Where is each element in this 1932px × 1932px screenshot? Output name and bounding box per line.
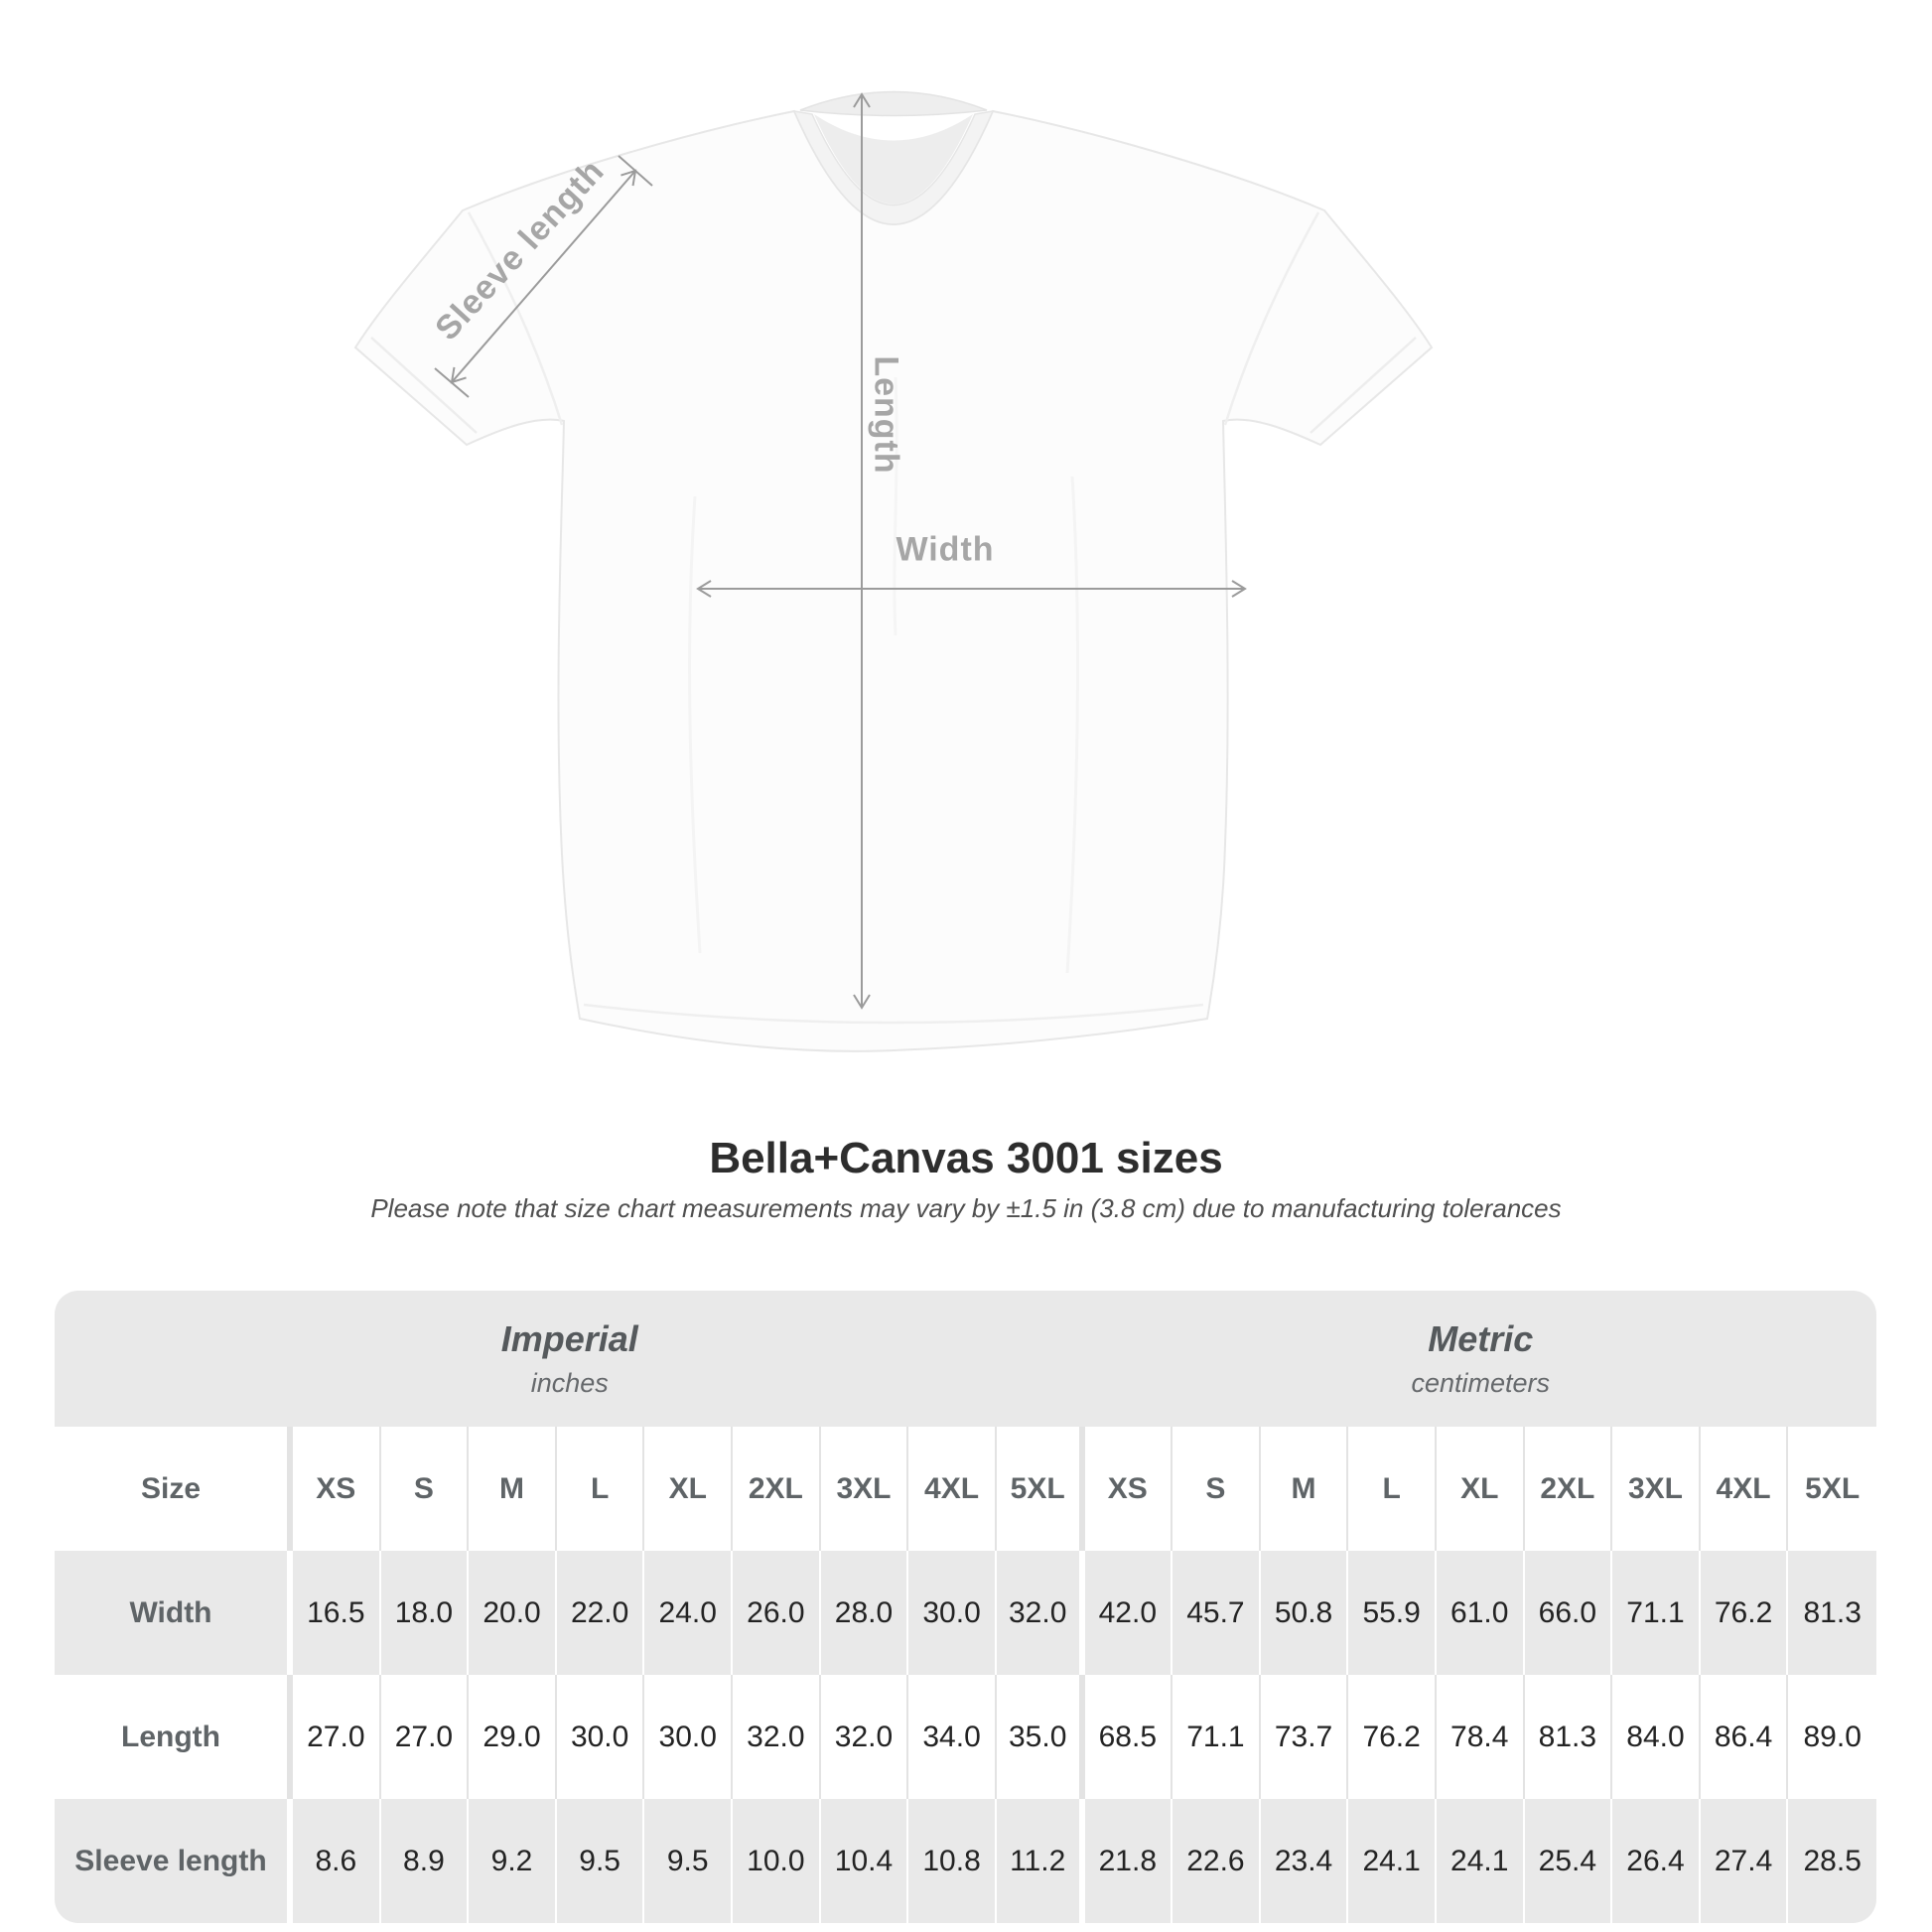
tshirt-graphic <box>353 90 1434 1052</box>
cell-length-imperial-2xl: 32.0 <box>733 1675 821 1799</box>
size-header-imperial-xs: XS <box>293 1427 381 1551</box>
unit-group-metric-unit: centimeters <box>1411 1368 1551 1398</box>
cell-length-imperial-5xl: 35.0 <box>996 1675 1085 1799</box>
size-col-header: Size <box>55 1427 293 1551</box>
cell-sleeve-length-metric-4xl: 27.4 <box>1700 1799 1789 1923</box>
length-label: Length <box>867 355 905 475</box>
cell-sleeve-length-metric-xl: 24.1 <box>1436 1799 1525 1923</box>
size-header-imperial-2xl: 2XL <box>733 1427 821 1551</box>
size-header-metric-xl: XL <box>1436 1427 1525 1551</box>
sleeve-dimension-start-tick <box>434 367 470 398</box>
size-header-metric-l: L <box>1348 1427 1437 1551</box>
cell-width-imperial-l: 22.0 <box>556 1551 645 1675</box>
cell-width-metric-l: 55.9 <box>1348 1551 1437 1675</box>
cell-length-metric-s: 71.1 <box>1173 1675 1261 1799</box>
cell-sleeve-length-imperial-xs: 8.6 <box>293 1799 381 1923</box>
cell-width-metric-2xl: 66.0 <box>1524 1551 1613 1675</box>
cell-sleeve-length-metric-l: 24.1 <box>1348 1799 1437 1923</box>
cell-width-imperial-m: 20.0 <box>469 1551 557 1675</box>
cell-width-metric-xl: 61.0 <box>1436 1551 1525 1675</box>
unit-group-imperial: Imperial inches <box>55 1291 1085 1427</box>
cell-width-metric-s: 45.7 <box>1173 1551 1261 1675</box>
size-header-imperial-3xl: 3XL <box>820 1427 909 1551</box>
cell-width-imperial-s: 18.0 <box>380 1551 470 1675</box>
size-header-metric-5xl: 5XL <box>1788 1427 1876 1551</box>
tshirt-diagram: Sleeve length Length Width <box>353 90 1434 1052</box>
cell-width-imperial-4xl: 30.0 <box>908 1551 997 1675</box>
cell-width-metric-m: 50.8 <box>1260 1551 1349 1675</box>
cell-width-imperial-2xl: 26.0 <box>733 1551 821 1675</box>
cell-length-imperial-4xl: 34.0 <box>908 1675 997 1799</box>
row-label-sleeve-length: Sleeve length <box>55 1799 293 1923</box>
cell-length-metric-3xl: 84.0 <box>1612 1675 1701 1799</box>
tolerance-note: Please note that size chart measurements… <box>370 1193 1562 1223</box>
cell-width-metric-4xl: 76.2 <box>1700 1551 1789 1675</box>
size-header-metric-2xl: 2XL <box>1524 1427 1613 1551</box>
cell-sleeve-length-imperial-xl: 9.5 <box>644 1799 734 1923</box>
cell-length-imperial-s: 27.0 <box>380 1675 470 1799</box>
cell-sleeve-length-imperial-3xl: 10.4 <box>820 1799 909 1923</box>
cell-length-metric-xl: 78.4 <box>1436 1675 1525 1799</box>
back-collar <box>799 90 988 117</box>
cell-length-metric-xs: 68.5 <box>1084 1675 1173 1799</box>
size-header-metric-4xl: 4XL <box>1700 1427 1789 1551</box>
unit-group-imperial-title: Imperial <box>500 1318 638 1359</box>
cell-length-metric-l: 76.2 <box>1348 1675 1437 1799</box>
cell-sleeve-length-imperial-2xl: 10.0 <box>733 1799 821 1923</box>
size-table: Imperial inches Metric centimeters Size X… <box>55 1291 1876 1923</box>
cell-sleeve-length-imperial-s: 8.9 <box>380 1799 470 1923</box>
cell-length-imperial-3xl: 32.0 <box>820 1675 909 1799</box>
size-header-imperial-5xl: 5XL <box>996 1427 1085 1551</box>
cell-length-metric-5xl: 89.0 <box>1788 1675 1876 1799</box>
cell-length-imperial-xs: 27.0 <box>293 1675 381 1799</box>
cell-length-imperial-xl: 30.0 <box>644 1675 734 1799</box>
page-title: Bella+Canvas 3001 sizes <box>709 1134 1223 1182</box>
unit-group-metric: Metric centimeters <box>1084 1291 1876 1427</box>
cell-sleeve-length-metric-2xl: 25.4 <box>1524 1799 1613 1923</box>
cell-sleeve-length-metric-5xl: 28.5 <box>1788 1799 1876 1923</box>
cell-width-metric-xs: 42.0 <box>1084 1551 1173 1675</box>
cell-sleeve-length-metric-s: 22.6 <box>1173 1799 1261 1923</box>
unit-group-metric-title: Metric <box>1428 1318 1534 1359</box>
size-header-metric-m: M <box>1260 1427 1349 1551</box>
cell-width-metric-5xl: 81.3 <box>1788 1551 1876 1675</box>
size-header-imperial-4xl: 4XL <box>908 1427 997 1551</box>
sleeve-length-dimension-line <box>450 169 637 384</box>
cell-width-imperial-xl: 24.0 <box>644 1551 734 1675</box>
cell-width-metric-3xl: 71.1 <box>1612 1551 1701 1675</box>
size-header-metric-s: S <box>1173 1427 1261 1551</box>
cell-width-imperial-xs: 16.5 <box>293 1551 381 1675</box>
cell-length-imperial-l: 30.0 <box>556 1675 645 1799</box>
cell-length-metric-4xl: 86.4 <box>1700 1675 1789 1799</box>
size-header-imperial-xl: XL <box>644 1427 734 1551</box>
cell-length-metric-m: 73.7 <box>1260 1675 1349 1799</box>
row-label-length: Length <box>55 1675 293 1799</box>
size-header-metric-3xl: 3XL <box>1612 1427 1701 1551</box>
unit-group-imperial-unit: inches <box>530 1368 609 1398</box>
size-header-metric-xs: XS <box>1084 1427 1173 1551</box>
cell-width-imperial-3xl: 28.0 <box>820 1551 909 1675</box>
size-header-imperial-s: S <box>380 1427 470 1551</box>
cell-sleeve-length-metric-m: 23.4 <box>1260 1799 1349 1923</box>
cell-sleeve-length-imperial-5xl: 11.2 <box>996 1799 1085 1923</box>
row-label-width: Width <box>55 1551 293 1675</box>
cell-sleeve-length-imperial-m: 9.2 <box>469 1799 557 1923</box>
sleeve-dimension-end-tick <box>618 155 653 187</box>
cell-sleeve-length-imperial-l: 9.5 <box>556 1799 645 1923</box>
cell-length-imperial-m: 29.0 <box>469 1675 557 1799</box>
cell-length-metric-2xl: 81.3 <box>1524 1675 1613 1799</box>
cell-width-imperial-5xl: 32.0 <box>996 1551 1085 1675</box>
shirt-seams <box>370 211 1417 1025</box>
cell-sleeve-length-imperial-4xl: 10.8 <box>908 1799 997 1923</box>
width-label: Width <box>896 530 995 569</box>
cell-sleeve-length-metric-3xl: 26.4 <box>1612 1799 1701 1923</box>
cell-sleeve-length-metric-xs: 21.8 <box>1084 1799 1173 1923</box>
size-header-imperial-m: M <box>469 1427 557 1551</box>
size-header-imperial-l: L <box>556 1427 645 1551</box>
